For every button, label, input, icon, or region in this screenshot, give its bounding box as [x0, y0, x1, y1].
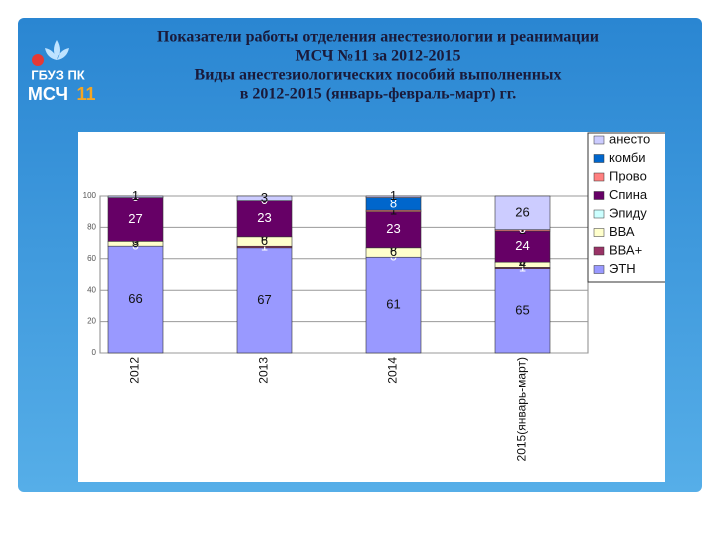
legend-swatch: [593, 154, 605, 163]
legend-swatch: [593, 172, 605, 182]
logo-text: МСЧ: [28, 84, 68, 104]
bar-segment: [494, 268, 551, 354]
legend-label: комби: [609, 150, 646, 165]
x-tick-label: 2014: [386, 357, 400, 384]
x-tick-label: 2013: [257, 357, 271, 384]
logo-text: 11: [76, 84, 95, 104]
legend: ЭТН ВВА+ ВВА Эпиду Спина Прово комби анесто: [587, 131, 665, 283]
title-line: Показатели работы отделения анестезиолог…: [157, 29, 599, 46]
legend-swatch: [593, 191, 605, 200]
bar-segment: [236, 247, 293, 354]
value-label: 26: [515, 204, 529, 219]
value-label: 1: [390, 188, 397, 203]
x-tick-label: 2012: [128, 357, 142, 384]
x-tick-label: 2015(январь-март): [515, 357, 529, 461]
value-label: 23: [386, 221, 400, 236]
bar-segment: [494, 230, 551, 263]
legend-label: Эпиду: [609, 205, 647, 220]
y-tick-label: 40: [87, 285, 96, 294]
legend-label: Прово: [609, 168, 647, 183]
value-label: 6: [390, 244, 397, 259]
bar-segment: [365, 195, 422, 198]
value-label: 3: [261, 190, 268, 205]
title-line: в 2012-2015 (январь-февраль-март) гг.: [240, 86, 517, 103]
value-label: 6: [261, 233, 268, 248]
value-label: 8: [390, 195, 397, 210]
bar-segment: [365, 256, 422, 354]
legend-swatch: [593, 265, 605, 274]
y-tick-label: 80: [87, 223, 96, 232]
value-label: 24: [515, 238, 529, 253]
bar-segment: [107, 245, 164, 354]
value-label: 66: [128, 291, 142, 306]
logo-flower: [45, 40, 69, 60]
value-label: 1: [132, 188, 139, 203]
y-tick-label: 100: [83, 191, 97, 200]
legend-label: анесто: [609, 131, 650, 146]
value-label: 4: [519, 256, 526, 271]
value-label: 23: [257, 210, 271, 225]
bar-segment: [365, 211, 422, 249]
bar-segment: [494, 195, 551, 231]
logo-text: ГБУЗ ПК: [31, 67, 85, 82]
legend-swatch: [593, 209, 605, 219]
bar-segment: [236, 195, 293, 202]
logo-cross: [32, 54, 44, 66]
legend-label: ЭТН: [609, 261, 636, 276]
legend-swatch: [593, 246, 605, 256]
legend-label: ВВА: [609, 224, 635, 239]
value-label: 67: [257, 292, 271, 307]
legend-label: Спина: [609, 187, 648, 202]
bar-segment: [107, 195, 164, 198]
y-tick-label: 0: [92, 348, 97, 357]
y-tick-label: 60: [87, 254, 96, 263]
value-label: 65: [515, 302, 529, 317]
logo: ГБУЗ ПК МСЧ 11: [28, 40, 96, 104]
value-label: 3: [132, 235, 139, 250]
title-line: Виды анестезиологических пособий выполне…: [195, 67, 562, 84]
value-label: 61: [386, 297, 400, 312]
bar-segment: [236, 200, 293, 238]
legend-swatch: [593, 228, 605, 237]
legend-swatch: [593, 135, 605, 145]
legend-label: ВВА+: [609, 242, 642, 257]
title-line: МСЧ №11 за 2012-2015: [296, 48, 461, 65]
value-label: 27: [128, 211, 142, 226]
y-tick-label: 20: [87, 317, 96, 326]
